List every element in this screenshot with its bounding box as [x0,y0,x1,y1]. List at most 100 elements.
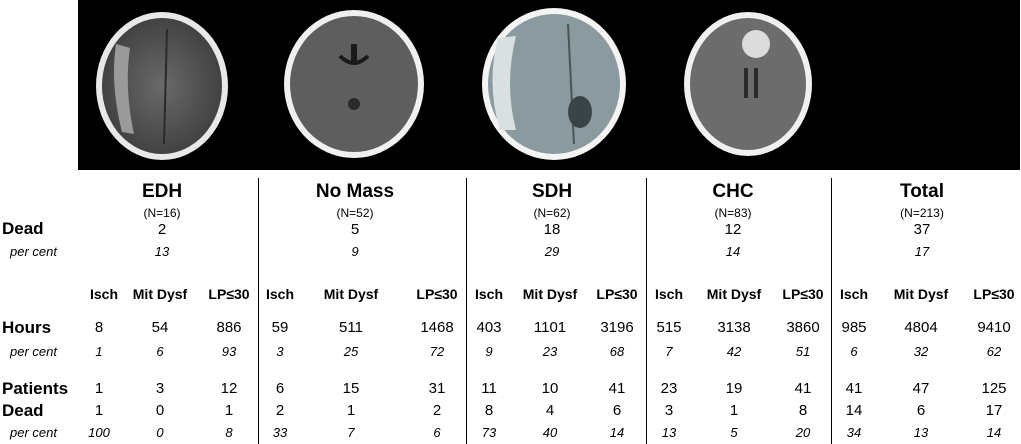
dead-pct-cell: 6 [433,425,441,440]
group-dead: 18 [543,221,561,238]
group-n: (N=52) [336,206,374,220]
dead-pct-cell: 40 [542,425,558,440]
dead-cell: 2 [275,402,285,419]
group-dead-pct: 17 [914,244,930,259]
dead-pct-cell: 5 [730,425,738,440]
dead-cell: 0 [155,402,165,419]
group-dead-pct: 14 [725,244,741,259]
dead-cell: 2 [432,402,442,419]
patients-cell: 125 [981,380,1007,397]
column-header-isch: Isch [474,286,504,302]
column-header-mit-dysf: Mit Dysf [323,286,379,302]
group-divider [646,178,647,444]
dead-cell: 4 [545,402,555,419]
column-header-mit-dysf: Mit Dysf [132,286,188,302]
group-title: EDH [141,181,183,202]
dead-pct-cell: 13 [913,425,929,440]
hours-pct-cell: 9 [485,344,493,359]
column-header-isch: Isch [839,286,869,302]
patients-cell: 23 [660,380,678,397]
group-dead: 5 [350,221,360,238]
ct-scan-edh-icon [82,4,240,166]
column-header-isch: Isch [89,286,119,302]
dead-pct-cell: 33 [272,425,288,440]
patients-cell: 47 [912,380,930,397]
dead-pct-cell: 8 [225,425,233,440]
patients-cell: 12 [220,380,238,397]
dead-cell: 1 [224,402,234,419]
dead-pct-cell: 13 [661,425,677,440]
hours-pct-cell: 68 [609,344,625,359]
patients-cell: 15 [342,380,360,397]
row-label-per-cent: per cent [10,344,57,359]
ct-scan-sdh-icon [476,4,634,166]
column-header-lp30: LP≤30 [782,286,824,302]
hours-pct-cell: 62 [986,344,1002,359]
row-label-hours: Hours [2,318,52,337]
hours-cell: 54 [151,319,169,336]
dead-cell: 3 [664,402,674,419]
hours-pct-cell: 6 [156,344,164,359]
dead-pct-cell: 100 [88,425,110,440]
hours-cell: 403 [476,319,502,336]
dead-cell: 6 [612,402,622,419]
group-title: SDH [531,181,573,202]
dead-cell: 14 [845,402,863,419]
column-header-mit-dysf: Mit Dysf [522,286,578,302]
dead-pct-cell: 7 [347,425,355,440]
hours-cell: 4804 [904,319,938,336]
column-header-mit-dysf: Mit Dysf [893,286,949,302]
column-header-lp30: LP≤30 [973,286,1015,302]
group-dead: 2 [157,221,167,238]
ct-scan-no-mass-icon [274,4,432,166]
hours-pct-cell: 93 [221,344,237,359]
ct-scan-strip [78,0,1020,170]
patients-cell: 1 [94,380,104,397]
hours-pct-cell: 32 [913,344,929,359]
group-dead-pct: 9 [351,244,359,259]
dead-pct-cell: 34 [846,425,862,440]
dead-cell: 8 [484,402,494,419]
column-header-isch: Isch [265,286,295,302]
hours-pct-cell: 42 [726,344,742,359]
hours-pct-cell: 72 [429,344,445,359]
patients-cell: 41 [845,380,863,397]
hours-cell: 985 [841,319,867,336]
patients-cell: 6 [275,380,285,397]
hours-cell: 3138 [717,319,751,336]
dead-cell: 1 [346,402,356,419]
patients-cell: 3 [155,380,165,397]
group-title: Total [900,181,944,202]
dead-cell: 17 [985,402,1003,419]
patients-cell: 19 [725,380,743,397]
dead-pct-cell: 73 [481,425,497,440]
hours-pct-cell: 51 [795,344,811,359]
group-divider [831,178,832,444]
hours-pct-cell: 25 [343,344,359,359]
dead-pct-cell: 20 [795,425,811,440]
dead-pct-cell: 14 [609,425,625,440]
column-header-lp30: LP≤30 [416,286,458,302]
patients-cell: 10 [541,380,559,397]
hours-cell: 1468 [420,319,454,336]
patients-cell: 31 [428,380,446,397]
group-n: (N=83) [714,206,752,220]
hours-cell: 3860 [786,319,820,336]
hours-cell: 9410 [977,319,1011,336]
column-header-mit-dysf: Mit Dysf [706,286,762,302]
row-label-per-cent: per cent [10,425,57,440]
column-header-lp30: LP≤30 [208,286,250,302]
hours-pct-cell: 3 [276,344,284,359]
column-header-lp30: LP≤30 [596,286,638,302]
group-dead: 12 [724,221,742,238]
hours-cell: 1101 [533,319,567,336]
group-title: No Mass [315,181,395,202]
group-divider [258,178,259,444]
patients-cell: 41 [794,380,812,397]
dead-cell: 1 [94,402,104,419]
hours-pct-cell: 23 [542,344,558,359]
hours-cell: 59 [271,319,289,336]
group-dead-pct: 13 [154,244,170,259]
group-n: (N=213) [900,206,944,220]
patients-cell: 11 [481,380,497,397]
